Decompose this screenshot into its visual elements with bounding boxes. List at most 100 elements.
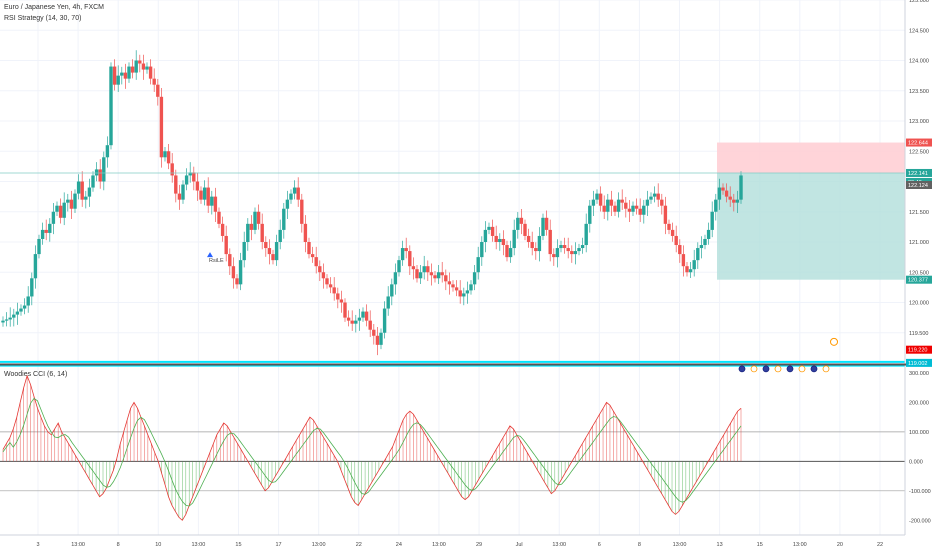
candle: [526, 228, 531, 248]
candle: [591, 190, 596, 216]
candle-body: [116, 75, 120, 85]
candle: [127, 62, 131, 83]
position-zones: [717, 142, 905, 280]
candle-body: [415, 269, 419, 279]
candle: [577, 243, 581, 256]
candle-body: [199, 190, 203, 200]
candle-body: [80, 181, 84, 200]
candle: [246, 218, 250, 251]
candle-body: [390, 284, 394, 297]
candle: [98, 159, 102, 189]
y-tick-label: 124.000: [909, 59, 929, 65]
candle: [508, 240, 513, 263]
target-price-tag: 120.377: [906, 275, 932, 284]
candle: [40, 222, 45, 245]
candle: [523, 219, 527, 241]
candle-body: [523, 223, 527, 236]
candle-body: [44, 229, 48, 233]
candle: [145, 62, 149, 74]
candle-body: [238, 260, 243, 285]
candle: [152, 68, 156, 92]
candle-body: [94, 169, 99, 176]
candle-body: [379, 332, 383, 345]
red-level-tag-bg: [906, 345, 932, 354]
candle: [631, 201, 635, 216]
candle: [199, 186, 203, 204]
candle: [33, 245, 38, 289]
cci-y-tick-label: -100.000: [909, 489, 931, 495]
candle-body: [721, 187, 725, 191]
candle-body: [336, 293, 340, 300]
candle-body: [213, 196, 218, 212]
candle: [656, 183, 660, 207]
candle: [102, 151, 106, 191]
candle: [84, 190, 88, 209]
candle: [562, 237, 567, 254]
candle-body: [274, 242, 279, 261]
candle-body: [436, 272, 441, 279]
candle-body: [426, 266, 430, 273]
candle: [501, 230, 506, 256]
candle: [91, 171, 95, 192]
candle: [570, 245, 574, 263]
candle-body: [260, 223, 264, 242]
candle: [48, 218, 52, 242]
candle: [130, 59, 135, 79]
candle-body: [48, 223, 52, 233]
stop-zone: [717, 142, 905, 173]
candle-body: [732, 199, 736, 203]
candle-body: [321, 272, 326, 279]
red-level-tag-label: 119.220: [908, 348, 927, 354]
candle-body: [148, 66, 153, 79]
candle: [544, 210, 549, 236]
candle-body: [127, 66, 131, 79]
cyan-level-tag: 119.002: [906, 358, 932, 367]
candle-body: [84, 196, 88, 200]
candle-body: [375, 335, 380, 345]
event-icon: [810, 365, 818, 373]
candle-body: [696, 248, 700, 261]
stop-price-tag: 122.644: [906, 138, 932, 147]
candle-body: [62, 202, 66, 218]
candle: [681, 245, 686, 277]
candle: [436, 264, 441, 285]
candle-body: [73, 193, 77, 209]
candle: [321, 263, 326, 289]
y-tick-label: 125.000: [909, 0, 929, 4]
candle-body: [170, 163, 174, 176]
candle: [112, 59, 117, 91]
candle-body: [339, 299, 344, 303]
candle: [174, 169, 178, 203]
candle-body: [591, 199, 596, 206]
candle: [555, 239, 560, 268]
cci-legend[interactable]: Woodies CCI (6, 14): [4, 371, 68, 378]
candle: [163, 147, 167, 162]
candle-body: [264, 242, 268, 249]
event-icon: [762, 365, 770, 373]
candle-body: [480, 242, 484, 258]
cci-turbo-line: [2, 397, 742, 507]
last-price-tag-bg: [906, 180, 932, 189]
x-tick-label: 22: [356, 542, 362, 548]
candle: [188, 162, 192, 183]
candle-body: [15, 311, 20, 315]
candle: [404, 237, 408, 259]
candle-body: [685, 266, 689, 273]
candle: [717, 178, 722, 210]
candle-body: [667, 223, 671, 230]
symbol-legend[interactable]: Euro / Japanese Yen, 4h, FXCM: [4, 4, 105, 11]
candle-body: [66, 199, 70, 203]
indicator-legend[interactable]: RSI Strategy (14, 30, 70): [4, 15, 82, 22]
candle-body: [454, 287, 459, 291]
candle-body: [674, 235, 678, 246]
candle: [217, 207, 221, 229]
candle: [346, 310, 351, 327]
candle: [8, 307, 12, 327]
candle: [76, 174, 81, 200]
candle-body: [152, 78, 156, 85]
candle-body: [282, 208, 286, 230]
event-icon: [738, 365, 746, 373]
candle-body: [710, 211, 714, 230]
candle: [159, 88, 164, 168]
